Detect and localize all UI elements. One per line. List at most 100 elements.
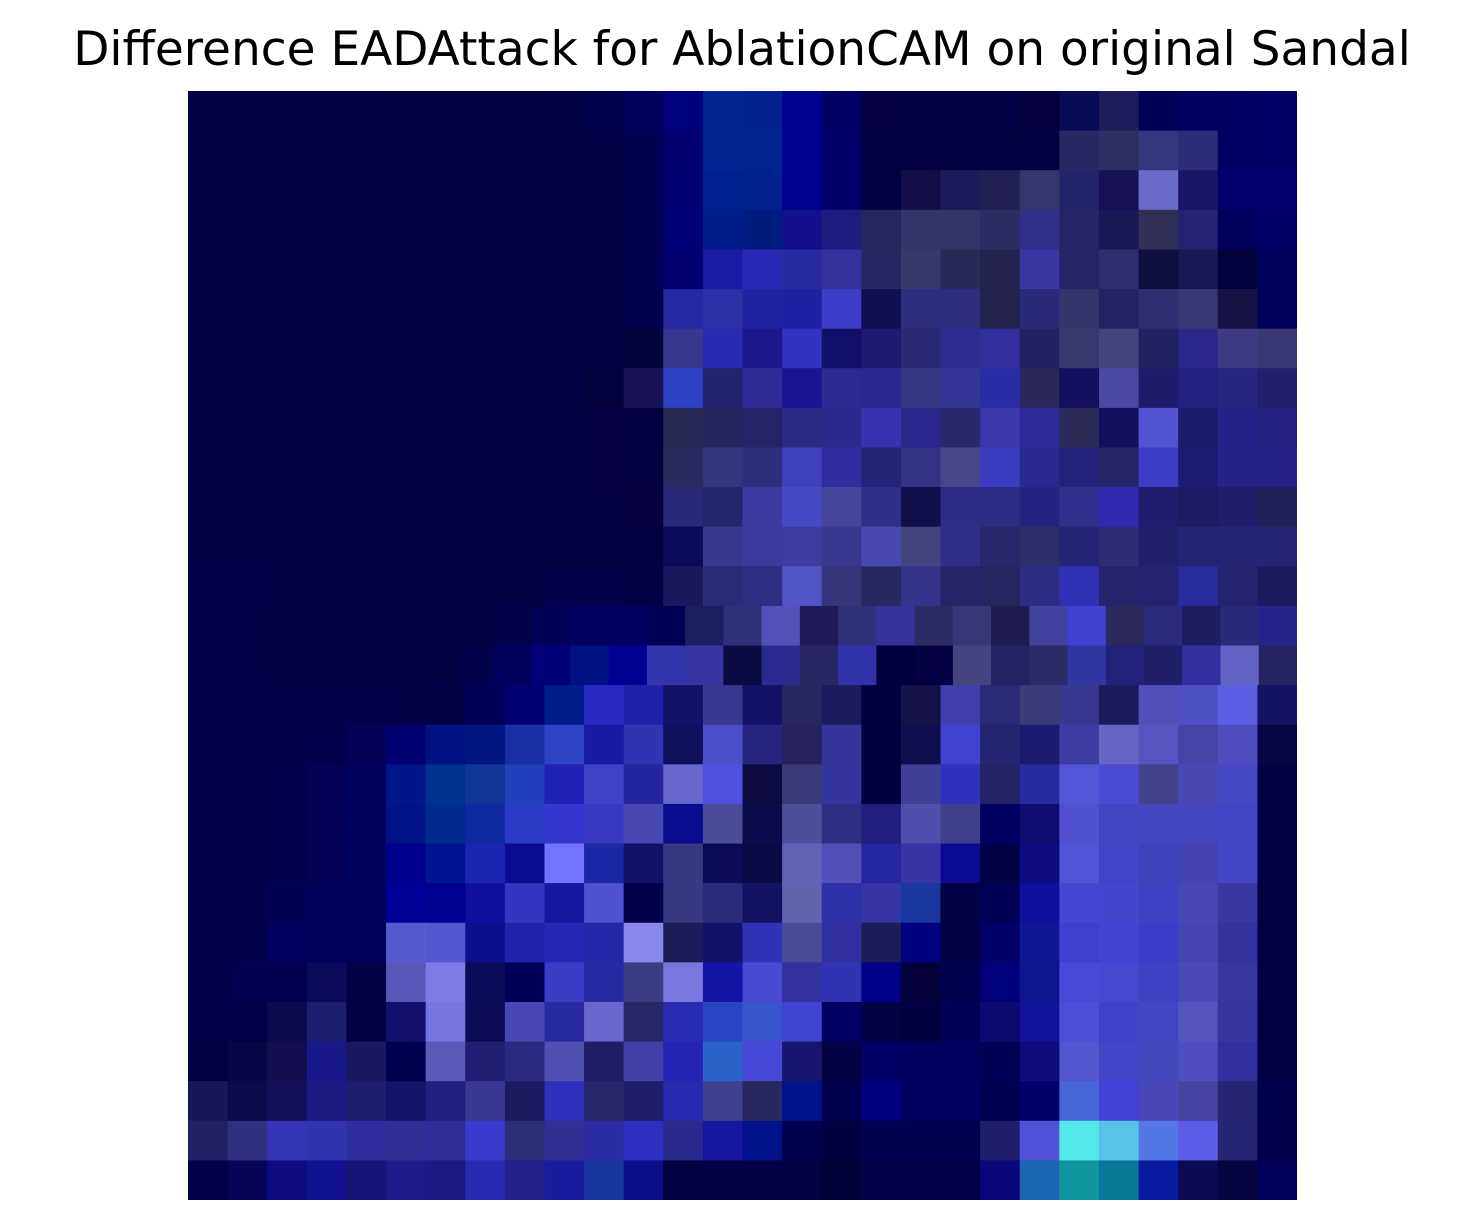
heatmap-cell: [1217, 724, 1258, 765]
heatmap-cell: [1217, 249, 1258, 290]
heatmap-cell: [980, 724, 1021, 765]
heatmap-cell: [1257, 130, 1297, 171]
heatmap-cell: [1019, 883, 1060, 924]
heatmap-cell: [623, 249, 664, 290]
heatmap-cell: [1257, 487, 1297, 528]
heatmap-cell: [1178, 487, 1219, 528]
heatmap-cell: [1138, 1120, 1179, 1161]
heatmap-cell: [1257, 289, 1297, 330]
heatmap-cell: [742, 526, 783, 567]
heatmap-cell: [900, 685, 942, 726]
heatmap-cell: [742, 1041, 783, 1082]
heatmap-cell: [386, 803, 427, 845]
heatmap-cell: [663, 566, 704, 607]
heatmap-cell: [702, 1160, 744, 1200]
heatmap-cell: [1138, 1041, 1179, 1082]
heatmap-cell: [465, 368, 506, 409]
heatmap-cell: [980, 764, 1021, 805]
heatmap-cell: [306, 1120, 348, 1161]
heatmap-cell: [1257, 368, 1297, 409]
heatmap-cell: [742, 368, 783, 409]
heatmap-cell: [940, 566, 981, 607]
heatmap-cell: [1217, 962, 1258, 1003]
heatmap-cell: [227, 249, 268, 290]
heatmap-cell: [188, 407, 229, 449]
heatmap-cell: [940, 289, 981, 330]
heatmap-cell: [623, 328, 664, 369]
heatmap-cell: [900, 1160, 942, 1200]
heatmap-cell: [188, 764, 229, 805]
heatmap-cell: [425, 91, 466, 132]
heatmap-cell: [980, 209, 1021, 251]
heatmap-cell: [346, 209, 387, 251]
heatmap-cell: [346, 685, 387, 726]
heatmap-cell: [702, 685, 744, 726]
heatmap-cell: [1178, 764, 1219, 805]
heatmap-cell: [702, 843, 744, 884]
heatmap-cell: [782, 487, 823, 528]
heatmap-cell: [1257, 91, 1297, 132]
heatmap-cell: [346, 724, 387, 765]
heatmap-cell: [799, 645, 839, 686]
heatmap-cell: [227, 368, 268, 409]
heatmap-cell: [782, 91, 823, 132]
heatmap-cell: [742, 724, 783, 765]
heatmap-cell: [188, 289, 229, 330]
heatmap-cell: [663, 1120, 704, 1161]
heatmap-cell: [900, 289, 942, 330]
heatmap-cell: [623, 764, 664, 805]
heatmap-cell: [570, 605, 610, 647]
heatmap-cell: [227, 1041, 268, 1082]
heatmap-cell: [1257, 1041, 1297, 1082]
heatmap-cell: [544, 91, 585, 132]
heatmap-cell: [188, 1081, 229, 1122]
heatmap-cell: [1098, 685, 1140, 726]
heatmap-cell: [465, 1160, 506, 1200]
heatmap-cell: [306, 843, 348, 884]
heatmap-cell: [455, 605, 495, 647]
heatmap-cell: [306, 447, 348, 488]
heatmap-cell: [1217, 1041, 1258, 1082]
heatmap-cell: [267, 1001, 308, 1043]
heatmap-cell: [544, 685, 585, 726]
heatmap-cell: [663, 922, 704, 963]
heatmap-cell: [1217, 170, 1258, 211]
heatmap-cell: [782, 1081, 823, 1122]
heatmap-cell: [742, 209, 783, 251]
heatmap-cell: [267, 289, 308, 330]
heatmap-cell: [1019, 170, 1060, 211]
heatmap-cell: [544, 962, 585, 1003]
heatmap-cell: [425, 1120, 466, 1161]
heatmap-cell: [504, 407, 546, 449]
heatmap-cell: [465, 289, 506, 330]
heatmap-cell: [940, 843, 981, 884]
heatmap-cell: [1178, 566, 1219, 607]
heatmap-cell: [940, 962, 981, 1003]
heatmap-cell: [1019, 962, 1060, 1003]
heatmap-cell: [267, 368, 308, 409]
heatmap-cell: [980, 1041, 1021, 1082]
heatmap-cell: [386, 922, 427, 963]
heatmap-cell: [1098, 209, 1140, 251]
heatmap-cell: [623, 1160, 664, 1200]
heatmap-cell: [940, 170, 981, 211]
heatmap-cell: [1178, 130, 1219, 171]
heatmap-cell: [940, 1160, 981, 1200]
heatmap-cell: [623, 962, 664, 1003]
heatmap-cell: [646, 605, 686, 647]
heatmap-cell: [861, 407, 902, 449]
heatmap-cell: [1019, 724, 1060, 765]
heatmap-cell: [1217, 1120, 1258, 1161]
heatmap-cell: [465, 724, 506, 765]
heatmap-cell: [264, 605, 304, 647]
heatmap-cell: [504, 526, 546, 567]
heatmap-cell: [226, 645, 266, 686]
heatmap-cell: [584, 526, 625, 567]
heatmap-cell: [1059, 1081, 1100, 1122]
heatmap-cell: [340, 645, 380, 686]
heatmap-cell: [544, 130, 585, 171]
heatmap-cell: [425, 1041, 466, 1082]
heatmap-cell: [544, 249, 585, 290]
heatmap-cell: [782, 1041, 823, 1082]
heatmap-cell: [940, 1001, 981, 1043]
